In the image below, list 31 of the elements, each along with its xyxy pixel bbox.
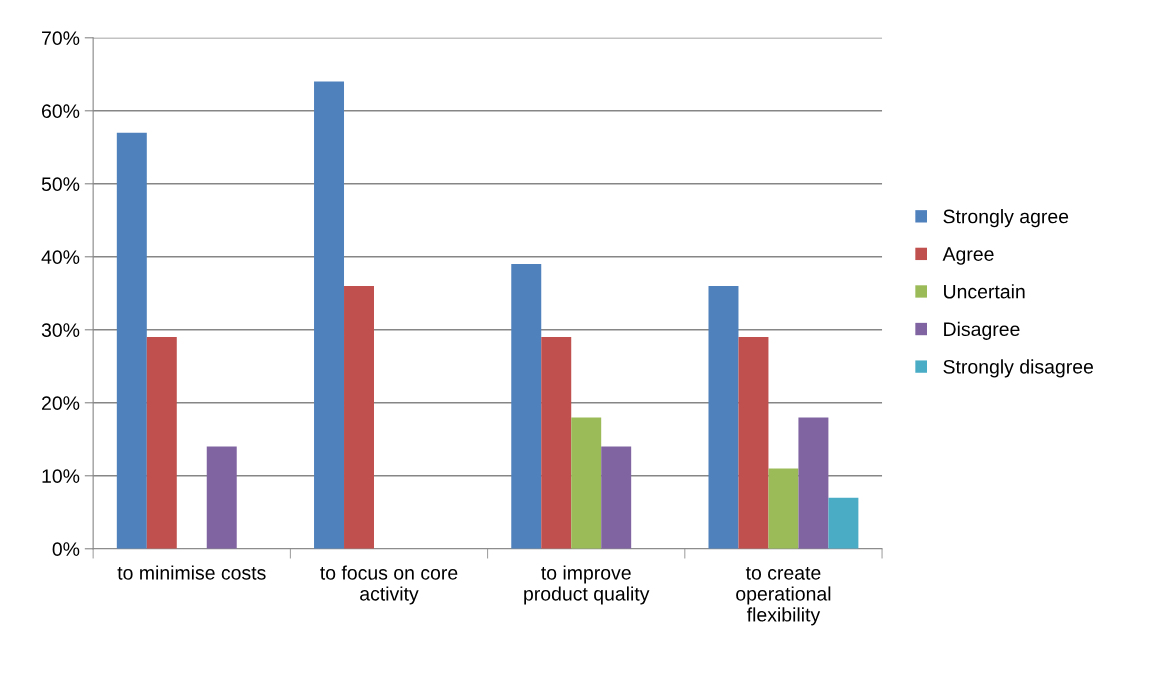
x-tick-label: to focus on core activity: [320, 565, 458, 605]
bar: [738, 337, 769, 549]
y-tick-label: 0%: [52, 542, 80, 557]
legend-label: Uncertain: [944, 284, 1025, 299]
bar: [571, 417, 602, 549]
legend-label: Agree: [942, 247, 994, 265]
y-tick-label: 70%: [42, 31, 80, 46]
bar: [828, 497, 859, 549]
x-tick-label: to minimise costs: [117, 565, 266, 580]
y-tick-label: 40%: [41, 250, 80, 265]
y-tick-label: 30%: [41, 323, 80, 338]
x-tick-label: to create operational flexibility: [736, 566, 831, 626]
bar: [116, 132, 147, 549]
bar: [314, 81, 345, 549]
bar: [798, 417, 829, 549]
bar: [708, 285, 739, 549]
x-tick-label: to improve product quality: [524, 565, 650, 605]
y-tick-label: 60%: [42, 104, 80, 119]
bar: [344, 285, 374, 549]
bar: [541, 337, 572, 549]
bar: [206, 446, 237, 549]
bar: [146, 337, 177, 549]
bar: [511, 264, 542, 549]
y-tick-label: 10%: [42, 469, 80, 484]
bar: [768, 468, 799, 549]
y-tick-label: 20%: [42, 396, 80, 411]
legend-label: Strongly disagree: [943, 359, 1094, 378]
y-tick-label: 50%: [41, 177, 80, 192]
legend-label: Disagree: [944, 321, 1020, 340]
legend-label: Strongly agree: [943, 209, 1069, 228]
bar: [601, 446, 632, 549]
